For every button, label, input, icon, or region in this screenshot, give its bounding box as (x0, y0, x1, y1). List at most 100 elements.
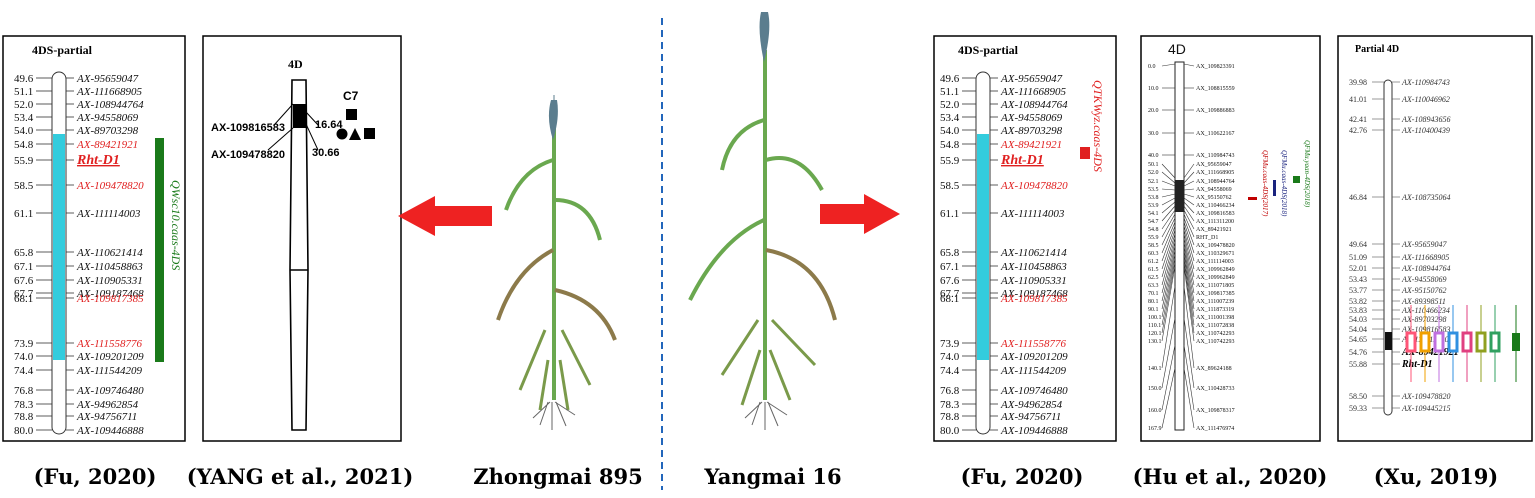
hu-marker-pos: 61.2 (1148, 259, 1159, 265)
xu-marker-pos: 42.76 (1349, 126, 1367, 135)
hu-marker-tick (1183, 209, 1195, 230)
fu-right-marker-pos: 58.5 (940, 180, 960, 192)
xu-marker-pos: 53.83 (1349, 306, 1367, 315)
fu-left-marker-name: AX-110458863 (76, 261, 143, 273)
xu-marker-pos: 42.41 (1349, 115, 1367, 124)
xu-marker-pos: 41.01 (1349, 95, 1367, 104)
hu-marker-tick (1161, 261, 1176, 334)
hu-marker-pos: 54.7 (1148, 219, 1159, 225)
hu-marker-name: AX_110466234 (1196, 203, 1234, 209)
fu-left-marker-name: AX-89421921 (76, 139, 138, 151)
fu-right-marker-name: AX-109187468 (1000, 288, 1068, 300)
xu-marker-pos: 54.04 (1349, 325, 1367, 334)
hu-marker-name: AX_109817385 (1196, 291, 1235, 297)
hu-marker-pos: 10.0 (1148, 86, 1159, 92)
hu-marker-tick (1161, 209, 1176, 230)
fu-right-marker-pos: 65.8 (940, 247, 960, 259)
fu-left-marker-pos: 55.9 (14, 155, 34, 167)
hu-marker-tick (1183, 233, 1195, 278)
hu-marker-tick (1161, 245, 1176, 302)
hu-marker-tick (1183, 257, 1195, 326)
xu-qtl-bars (1405, 305, 1520, 382)
xu-marker-pos: 46.84 (1349, 193, 1367, 202)
xu-marker-pos: 39.98 (1349, 78, 1367, 87)
fu-left-gene-rht: Rht-D1 (76, 153, 120, 168)
fu-right-marker-pos: 67.7 (940, 288, 960, 300)
hu-marker-tick (1161, 253, 1176, 318)
xu-marker-name: AX-108735064 (1401, 193, 1450, 202)
hu-marker-pos: 62.5 (1148, 275, 1159, 281)
hu-marker-tick (1161, 229, 1176, 270)
hu-marker-tick (1183, 63, 1195, 67)
fu-left-marker-pos: 68.1 (14, 293, 33, 305)
fu-left-marker-pos: 67.7 (14, 288, 34, 300)
yang-pos-2: 30.66 (312, 147, 340, 159)
fu-left-marker-pos: 74.4 (14, 365, 34, 377)
fu-right-marker-pos: 49.6 (940, 73, 960, 85)
hu-marker-name: AX_111668905 (1196, 170, 1234, 176)
hu-marker-pos: 90.1 (1148, 307, 1159, 313)
hu-title: 4D (1168, 41, 1186, 57)
hu-marker-pos: 80.1 (1148, 299, 1159, 305)
fu-left-marker-name: AX-111114003 (76, 208, 141, 220)
hu-marker-tick (1161, 367, 1176, 429)
hu-marker-tick (1161, 197, 1176, 206)
fu-right-marker-name: AX-94756711 (1000, 411, 1061, 423)
fu-left-marker-pos: 58.5 (14, 180, 34, 192)
fu-right-marker-name: AX-111668905 (1000, 86, 1066, 98)
fu-left-marker-name: AX-111544209 (76, 365, 142, 377)
fu-right-marker-name: AX-95659047 (1000, 73, 1063, 85)
hu-marker-pos: 60.3 (1148, 251, 1159, 257)
hu-marker-pos: 167.9 (1148, 426, 1162, 432)
hu-marker-pos: 53.5 (1148, 187, 1159, 193)
fu-left-marker-name: AX-110621414 (76, 247, 143, 259)
hu-marker-tick (1183, 197, 1195, 206)
hu-marker-pos: 55.9 (1148, 235, 1159, 241)
xu-marker-pos: 53.77 (1349, 286, 1367, 295)
hu-marker-pos: 52.1 (1148, 179, 1159, 185)
fu-left-marker-name: AX-94962854 (76, 399, 139, 411)
hu-marker-tick (1183, 261, 1195, 334)
hu-marker-name: AX_109823391 (1196, 64, 1235, 70)
fu-right-marker-pos: 54.8 (940, 139, 960, 151)
hu-marker-pos: 30.0 (1148, 131, 1159, 137)
fu-left-marker-name: AX-110905331 (76, 275, 143, 287)
fu-left-marker-pos: 65.8 (14, 247, 34, 259)
fu-right-marker-pos: 55.9 (940, 155, 960, 167)
hu-marker-pos: 20.0 (1148, 108, 1159, 114)
fu-right-highlight-region (977, 134, 989, 360)
hu-marker-name: AX_110428733 (1196, 386, 1234, 392)
yang-chromosome (289, 79, 309, 431)
fu-left-qtl-bar (155, 138, 164, 362)
fu-right-marker-name: AX-110905331 (1000, 275, 1067, 287)
hu-marker-name: AX_109478820 (1196, 243, 1235, 249)
xu-map: Partial 4D 39.98 AX-110984743 41.01 AX-1100… (1337, 35, 1533, 442)
xu-marker-name: AX-108944764 (1401, 264, 1450, 273)
caption-fu-left: (Fu, 2020) (34, 464, 157, 489)
hu-marker-name: AX_110742293 (1196, 339, 1234, 345)
fu-left-marker-pos: 54.8 (14, 139, 34, 151)
hu-marker-pos: 100.1 (1148, 315, 1162, 321)
fu-left-marker-name: AX-109478820 (76, 180, 144, 192)
hu-marker-tick (1183, 193, 1195, 198)
hu-marker-tick (1183, 201, 1195, 214)
hu-qtl-label-2: QFMu.caas-4DS(2018) (1280, 150, 1288, 217)
fu-left-marker-name: AX-111668905 (76, 86, 142, 98)
hu-marker-tick (1161, 188, 1176, 191)
fu-right-marker-pos: 74.4 (940, 365, 960, 377)
fu-left-marker-pos: 51.1 (14, 86, 33, 98)
xu-marker-name: AX-108943656 (1401, 115, 1450, 124)
hu-marker-name: AX_89624188 (1196, 366, 1232, 372)
hu-marker-name: AX_111071805 (1196, 283, 1234, 289)
fu-right-qtl-label: QTKWyz.caas-4DS (1091, 80, 1105, 172)
fu-right-marker-name: AX-94558069 (1000, 112, 1063, 124)
xu-marker-pos: 52.01 (1349, 264, 1367, 273)
hu-marker-name: AX_109962849 (1196, 267, 1235, 273)
xu-marker-name: AX-110400439 (1401, 126, 1450, 135)
arrow-left (398, 196, 492, 236)
xu-marker-name: AX-95150762 (1401, 286, 1446, 295)
fu-left-highlight-region (53, 134, 65, 360)
fu-right-gene-rht: Rht-D1 (1000, 153, 1044, 168)
hu-marker-tick (1161, 225, 1176, 262)
fu-left-marker-pos: 78.8 (14, 411, 34, 423)
